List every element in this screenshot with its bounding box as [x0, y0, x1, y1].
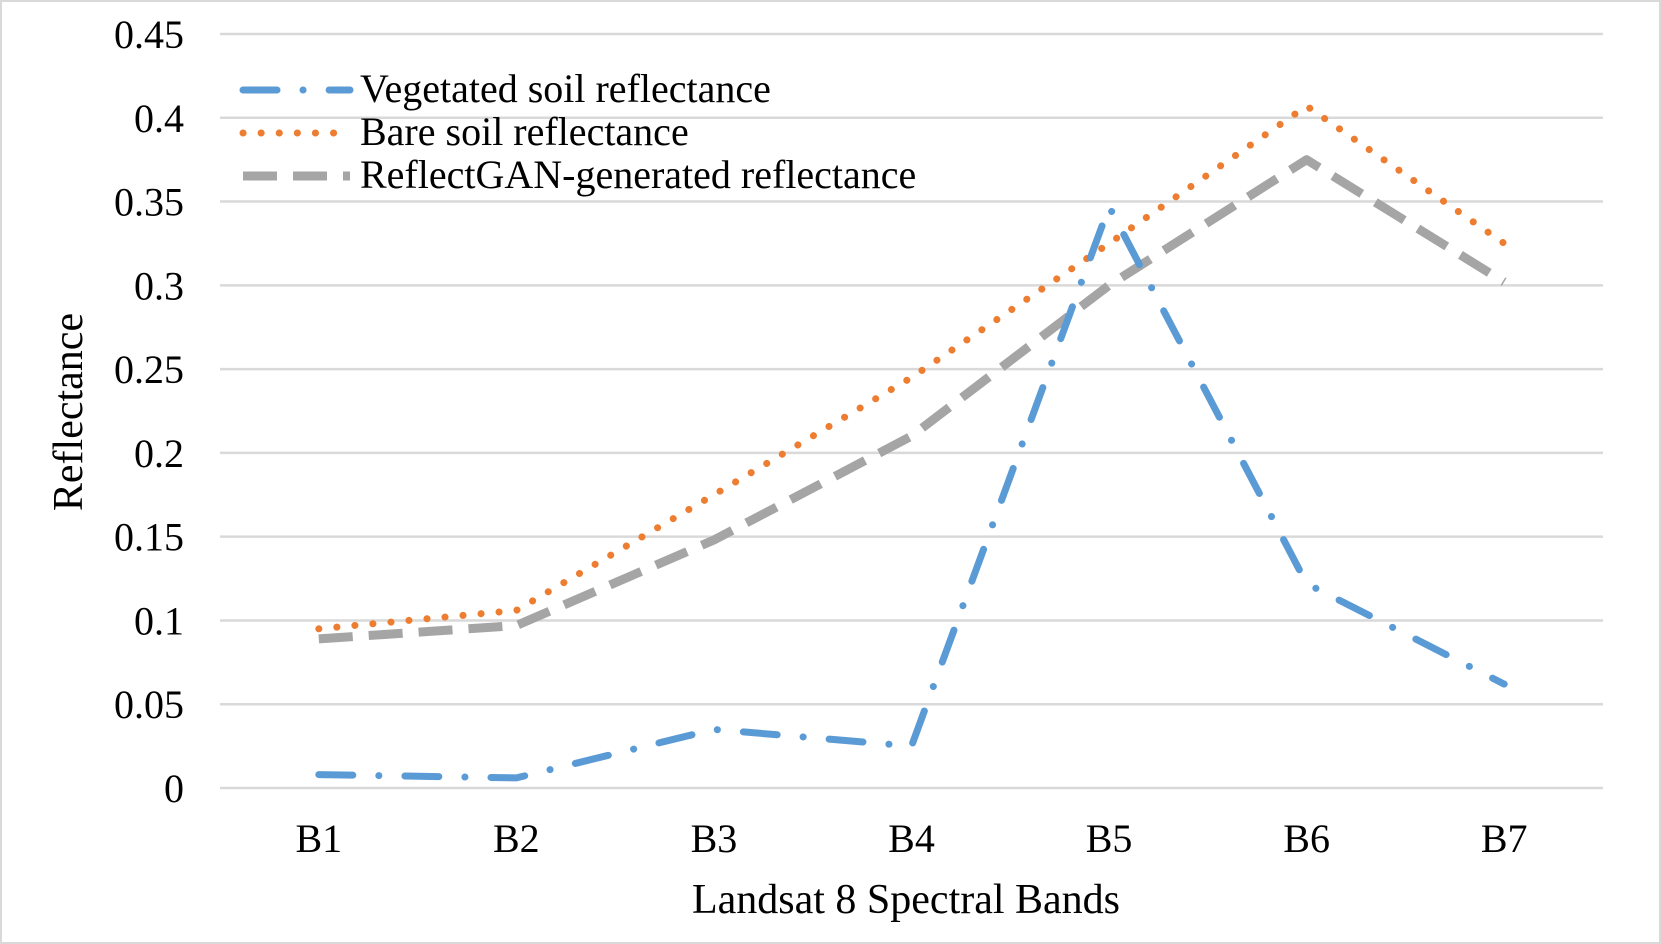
- x-axis-title: Landsat 8 Spectral Bands: [692, 877, 1120, 923]
- y-tick-label: 0: [164, 766, 184, 811]
- series-line-2: [315, 102, 1508, 633]
- series-line-3: [318, 155, 1507, 644]
- gridlines: [220, 32, 1603, 790]
- y-tick-label: 0.05: [114, 682, 184, 727]
- legend-label: Vegetated soil reflectance: [360, 66, 771, 111]
- y-tick-label: 0.15: [114, 515, 184, 560]
- x-tick-label: B7: [1481, 816, 1528, 861]
- y-tick-label: 0.3: [134, 263, 184, 308]
- y-tick-label: 0.45: [114, 12, 184, 57]
- legend-label: Bare soil reflectance: [360, 109, 689, 154]
- x-tick-label: B4: [888, 816, 935, 861]
- x-tick-label: B3: [691, 816, 738, 861]
- y-tick-label: 0.2: [134, 431, 184, 476]
- legend-label: ReflectGAN-generated reflectance: [360, 152, 916, 197]
- x-tick-label: B6: [1283, 816, 1330, 861]
- x-axis-ticks: B1 B2 B3 B4 B5 B6 B7: [295, 816, 1527, 861]
- x-tick-label: B2: [493, 816, 540, 861]
- y-tick-label: 0.35: [114, 180, 184, 225]
- series-lines: [315, 102, 1508, 782]
- y-axis-ticks: 0 0.05 0.1 0.15 0.2 0.25 0.3 0.35 0.4 0.45: [114, 12, 184, 811]
- y-tick-label: 0.1: [134, 598, 184, 643]
- y-tick-label: 0.4: [134, 96, 184, 141]
- series-line-1: [315, 203, 1508, 782]
- x-tick-label: B5: [1086, 816, 1133, 861]
- y-axis-title: Reflectance: [46, 313, 92, 511]
- x-tick-label: B1: [295, 816, 342, 861]
- y-tick-label: 0.25: [114, 347, 184, 392]
